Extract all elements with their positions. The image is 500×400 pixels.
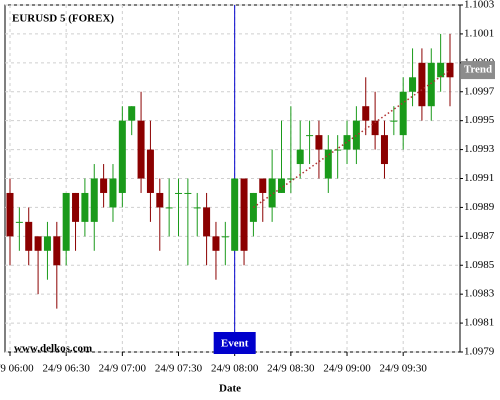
x-tick-label: 24/9 09:00 xyxy=(323,363,371,375)
trend-label-box xyxy=(461,61,495,80)
x-tick-label: 24/9 08:30 xyxy=(267,363,315,375)
y-tick-label: 1.0979 xyxy=(464,346,495,358)
candle-body xyxy=(137,120,145,179)
candle-body xyxy=(362,106,370,121)
y-tick-label: 1.0989 xyxy=(464,201,495,213)
candle-body xyxy=(352,120,360,150)
candle-body xyxy=(184,192,192,194)
candle-body xyxy=(427,62,435,107)
candle-body xyxy=(90,178,98,222)
candle-body xyxy=(324,149,332,179)
candle-body xyxy=(175,192,183,194)
candle-body xyxy=(81,192,89,222)
candle-body xyxy=(15,221,23,223)
candle-body xyxy=(306,135,314,137)
candle-body xyxy=(249,192,257,222)
y-tick-label: 1.1003 xyxy=(464,0,495,11)
x-tick-label: 24/9 06:30 xyxy=(42,363,90,375)
candle-body xyxy=(240,178,248,251)
event-label: Event xyxy=(221,338,249,350)
trend-label: Trend xyxy=(464,64,492,76)
candle-body xyxy=(390,120,398,122)
x-tick-label: 24/9 07:30 xyxy=(155,363,203,375)
candle-body xyxy=(62,192,70,251)
candle-body xyxy=(193,207,201,209)
event-label-box xyxy=(213,332,256,354)
candle-body xyxy=(6,192,14,237)
candle-body xyxy=(25,221,33,251)
y-tick-label: 1.0991 xyxy=(464,172,494,184)
y-tick-label: 1.0983 xyxy=(464,288,495,300)
y-tick-label: 1.0987 xyxy=(464,230,495,242)
y-tick-label: 1.0981 xyxy=(464,317,494,329)
candle-body xyxy=(203,207,211,237)
candle-body xyxy=(315,135,323,150)
y-tick-label: 1.0985 xyxy=(464,259,495,271)
candle-body xyxy=(343,135,351,150)
candle-body xyxy=(165,207,173,209)
candle-body xyxy=(371,120,379,136)
candle-body xyxy=(72,192,80,222)
candle-body xyxy=(287,178,295,180)
candle-body xyxy=(53,236,61,266)
y-tick-label: 1.0995 xyxy=(464,114,495,126)
candle-body xyxy=(221,236,229,238)
candle-body xyxy=(128,106,136,121)
candle-body xyxy=(118,120,126,193)
candle-body xyxy=(277,178,285,193)
candle-body xyxy=(146,149,154,193)
candle-body xyxy=(334,149,342,151)
y-tick-label: 1.0993 xyxy=(464,143,495,155)
y-tick-label: 1.1001 xyxy=(464,27,494,39)
x-tick-label: 24/9 07:00 xyxy=(99,363,147,375)
candle-body xyxy=(109,178,117,208)
candle-body xyxy=(399,91,407,136)
candle-body xyxy=(156,192,164,208)
candle-body xyxy=(446,62,454,78)
candle-body xyxy=(296,149,304,165)
x-axis-label: Date xyxy=(219,383,241,395)
x-tick-label: 24/9 08:00 xyxy=(211,363,259,375)
candle-body xyxy=(418,62,426,107)
y-tick-label: 1.0997 xyxy=(464,85,495,97)
candle-body xyxy=(259,178,267,193)
candle-body xyxy=(100,178,108,193)
candle-body xyxy=(268,178,276,208)
candle-body xyxy=(231,178,239,251)
candle-body xyxy=(43,236,51,251)
chart-title: EURUSD 5 (FOREX) xyxy=(12,13,114,25)
candle-body xyxy=(409,77,417,92)
x-tick-label: 24/9 06:00 xyxy=(0,363,34,375)
candle-body xyxy=(380,135,388,165)
candle-body xyxy=(437,62,445,78)
watermark: www.delkos.com xyxy=(14,343,92,355)
candle-body xyxy=(34,236,42,251)
candle-body xyxy=(212,236,220,251)
x-tick-label: 24/9 09:30 xyxy=(380,363,428,375)
